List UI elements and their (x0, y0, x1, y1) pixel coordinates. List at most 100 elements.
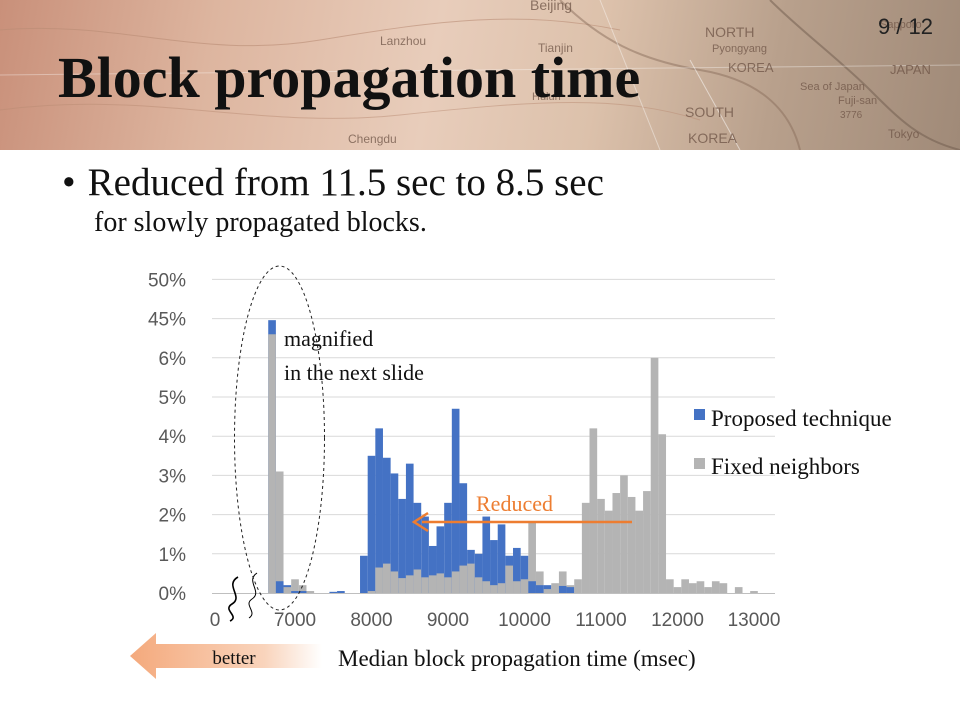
x-tick-label: 10000 (498, 610, 551, 631)
bullet-dot-icon: • (62, 161, 76, 204)
bar-fixed (543, 589, 552, 593)
bar-fixed (283, 587, 292, 593)
y-tick-label: 6% (159, 349, 187, 370)
bar-fixed (436, 573, 445, 593)
x-tick-label: 9000 (427, 610, 469, 631)
bar-proposed (535, 585, 544, 593)
bar-fixed (750, 591, 758, 593)
legend-swatch-fixed (694, 458, 705, 469)
bar-fixed (375, 567, 383, 593)
bar-fixed (451, 571, 460, 593)
bar-proposed (520, 555, 529, 593)
bar-proposed (482, 516, 491, 593)
bar-fixed (666, 579, 674, 593)
y-tick-label: 3% (159, 466, 187, 487)
x-tick-label: 0 (210, 610, 221, 631)
bar-fixed (474, 577, 483, 593)
bar-fixed (719, 583, 728, 593)
bar-fixed (505, 565, 514, 593)
bar-proposed (390, 473, 399, 593)
map-label: KOREA (728, 60, 774, 75)
bar-fixed (688, 583, 697, 593)
bar-fixed (574, 579, 582, 593)
bar-proposed (329, 591, 338, 593)
x-axis-label: Median block propagation time (msec) (338, 646, 696, 671)
bar-fixed (589, 428, 598, 593)
map-label: Fuji-san (838, 95, 877, 107)
bar-proposed (451, 408, 460, 593)
map-label: Tokyo (888, 127, 920, 141)
bar-fixed (635, 510, 644, 593)
bullet-subtext: for slowly propagated blocks. (94, 207, 427, 238)
y-tick-label: 2% (159, 506, 187, 527)
bar-fixed (298, 585, 307, 593)
bar-fixed (520, 579, 529, 593)
bar-fixed (467, 563, 475, 593)
magnify-ellipse (234, 265, 325, 611)
y-tick-label: 5% (159, 388, 187, 409)
bullet-text: Reduced from 11.5 sec to 8.5 sec (87, 161, 604, 204)
bar-fixed (413, 569, 422, 593)
bar-proposed (497, 524, 506, 593)
bar-proposed (298, 591, 307, 593)
bars (268, 320, 758, 593)
bar-fixed (711, 581, 720, 593)
header-banner: Beijing NORTH Pyongyang KOREA JAPAN SOUTH KORE… (0, 0, 960, 150)
bar-fixed (390, 571, 399, 593)
bar-fixed (696, 581, 705, 593)
bar-fixed (627, 496, 636, 593)
map-label: Tianjin (538, 41, 573, 55)
map-label: SOUTH (685, 104, 734, 120)
better-arrow: better (130, 633, 322, 679)
reduced-arrow (411, 511, 632, 533)
annotation-magnified-line1: magnified (284, 326, 373, 351)
map-label: Sea of Japan (800, 81, 865, 93)
bar-proposed (405, 463, 414, 593)
bar-proposed (398, 498, 406, 593)
map-label: Hulun (532, 91, 561, 103)
bar-fixed (734, 587, 743, 593)
x-tick-label: 13000 (728, 610, 781, 631)
bar-proposed (474, 553, 483, 593)
map-label: NORTH (705, 24, 755, 40)
x-tick-label: 7000 (274, 610, 316, 631)
bar-proposed (513, 547, 521, 593)
map-label: Chengdu (348, 132, 397, 146)
bar-fixed (497, 583, 506, 593)
legend-label-proposed: Proposed technique (711, 406, 892, 431)
bar-proposed (566, 587, 575, 593)
bar-fixed (367, 591, 376, 593)
page-number: 9 / 12 (877, 14, 933, 39)
map-label: Sapporo (880, 19, 922, 31)
better-label: better (212, 648, 256, 669)
map-label: Lanzhou (380, 34, 426, 48)
bullet-item: • Reduced from 11.5 sec to 8.5 sec (62, 160, 604, 205)
bar-fixed (681, 579, 689, 593)
bar-proposed (421, 516, 429, 593)
bar-fixed (291, 579, 299, 593)
bar-fixed (268, 334, 276, 593)
legend: Proposed technique Fixed neighbors (694, 406, 892, 479)
bar-proposed (428, 545, 437, 593)
bar-fixed (428, 575, 437, 593)
slide-title: Block propagation time (58, 45, 641, 110)
bar-proposed (436, 526, 445, 593)
bar-proposed (367, 455, 376, 593)
bar-fixed (597, 498, 605, 593)
bar-fixed (535, 571, 544, 593)
bar-proposed (444, 502, 452, 593)
bar-fixed (382, 563, 391, 593)
bar-fixed (444, 577, 452, 593)
bar-proposed (337, 591, 345, 593)
x-tick-label: 12000 (651, 610, 704, 631)
bar-fixed (558, 571, 567, 593)
bar-fixed (421, 577, 429, 593)
bar-proposed (375, 428, 383, 593)
bar-proposed (528, 581, 536, 593)
bar-fixed (650, 357, 659, 593)
bar-fixed (306, 591, 315, 593)
y-tick-label: 1% (159, 545, 187, 566)
bar-fixed (620, 475, 628, 593)
legend-label-fixed: Fixed neighbors (711, 454, 860, 479)
